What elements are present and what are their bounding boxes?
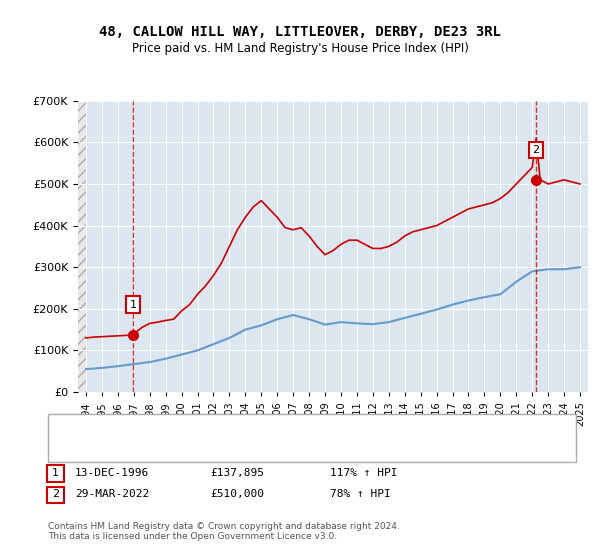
Text: 2: 2 — [52, 489, 59, 500]
Text: 78% ↑ HPI: 78% ↑ HPI — [330, 489, 391, 500]
Text: Price paid vs. HM Land Registry's House Price Index (HPI): Price paid vs. HM Land Registry's House … — [131, 42, 469, 55]
Text: 117% ↑ HPI: 117% ↑ HPI — [330, 468, 398, 478]
Text: Contains HM Land Registry data © Crown copyright and database right 2024.
This d: Contains HM Land Registry data © Crown c… — [48, 522, 400, 542]
Bar — [78, 101, 86, 392]
Text: 48, CALLOW HILL WAY, LITTLEOVER, DERBY, DE23 3RL (detached house): 48, CALLOW HILL WAY, LITTLEOVER, DERBY, … — [96, 424, 473, 433]
Text: 29-MAR-2022: 29-MAR-2022 — [75, 489, 149, 500]
Text: HPI: Average price, detached house, City of Derby: HPI: Average price, detached house, City… — [96, 445, 358, 455]
Text: £137,895: £137,895 — [210, 468, 264, 478]
Text: 1: 1 — [52, 468, 59, 478]
Text: 1: 1 — [130, 300, 137, 310]
Bar — [78, 101, 86, 392]
Text: £510,000: £510,000 — [210, 489, 264, 500]
Text: 13-DEC-1996: 13-DEC-1996 — [75, 468, 149, 478]
Text: 2: 2 — [532, 145, 539, 155]
Text: 48, CALLOW HILL WAY, LITTLEOVER, DERBY, DE23 3RL: 48, CALLOW HILL WAY, LITTLEOVER, DERBY, … — [99, 25, 501, 39]
